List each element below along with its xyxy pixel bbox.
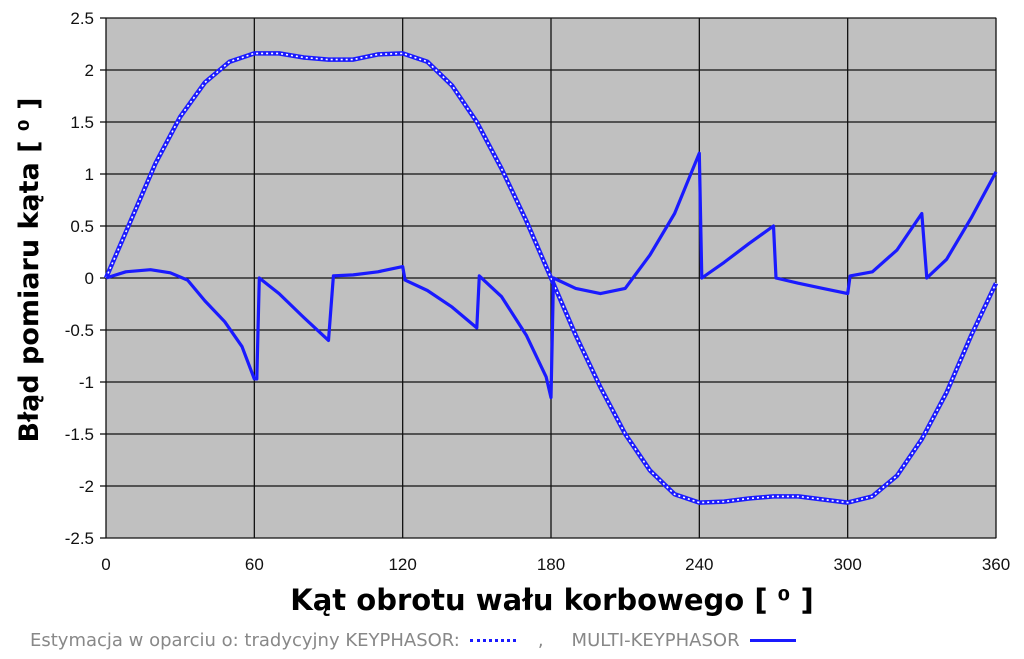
x-tick-label: 0: [101, 555, 110, 574]
y-tick-label: 0.5: [70, 217, 94, 236]
legend-solid-line-icon: [749, 638, 796, 642]
legend: Estymacja w oparciu o: tradycyjny KEYPHA…: [30, 624, 796, 656]
y-tick-label: -1: [79, 373, 94, 392]
y-axis-title-unit: [ ⁰ ]: [14, 98, 45, 153]
y-tick-label: -2: [79, 477, 94, 496]
x-tick-label: 360: [982, 555, 1010, 574]
x-tick-label: 240: [685, 555, 713, 574]
y-tick-label: 1.5: [70, 113, 94, 132]
y-tick-label: 1: [85, 165, 94, 184]
x-axis-title-text: Kąt obrotu wału korbowego: [290, 583, 744, 617]
x-axis-title-unit: [ ⁰ ]: [754, 583, 813, 617]
y-axis-title-text: Błąd pomiaru kąta: [14, 162, 45, 442]
legend-prefix: Estymacja w oparciu o: tradycyjny KEYPHA…: [30, 629, 460, 651]
legend-multi-label: MULTI-KEYPHASOR: [571, 629, 740, 651]
legend-separator: ,: [537, 629, 544, 651]
series-line-multi-keyphasor: [105, 151, 998, 400]
series-line-keyphasor-dots: [105, 52, 997, 504]
y-tick-label: -2.5: [65, 529, 94, 548]
y-tick-label: 2.5: [70, 9, 94, 28]
y-axis-title: Błąd pomiaru kąta [ ⁰ ]: [14, 98, 45, 443]
x-tick-label: 60: [245, 555, 264, 574]
y-tick-label: -0.5: [65, 321, 94, 340]
y-tick-label: 2: [85, 61, 94, 80]
y-tick-label: -1.5: [65, 425, 94, 444]
x-tick-label: 120: [388, 555, 416, 574]
legend-dotted-line-icon: [469, 638, 516, 642]
x-tick-label: 180: [537, 555, 565, 574]
x-tick-label: 300: [833, 555, 861, 574]
x-axis-title: Kąt obrotu wału korbowego [ ⁰ ]: [290, 583, 813, 617]
y-tick-label: 0: [85, 269, 94, 288]
y-tick-labels: 2.5 2 1.5 1 0.5 0 -0.5 -1 -1.5 -2 -2.5: [65, 9, 94, 548]
series-layer: [103, 51, 999, 505]
x-tick-labels: 0 60 120 180 240 300 360: [101, 555, 1010, 574]
